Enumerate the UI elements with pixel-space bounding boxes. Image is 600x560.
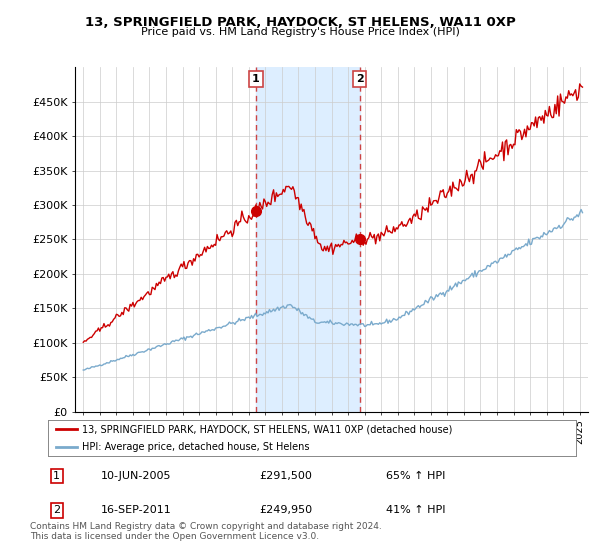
Text: 1: 1 bbox=[53, 471, 60, 481]
Text: £291,500: £291,500 bbox=[259, 471, 312, 481]
Bar bbox=[256, 67, 360, 412]
Text: Contains HM Land Registry data © Crown copyright and database right 2024.
This d: Contains HM Land Registry data © Crown c… bbox=[30, 522, 382, 542]
Text: HPI: Average price, detached house, St Helens: HPI: Average price, detached house, St H… bbox=[82, 442, 310, 452]
Text: 16-SEP-2011: 16-SEP-2011 bbox=[101, 505, 172, 515]
Text: 2: 2 bbox=[53, 505, 61, 515]
Text: 41% ↑ HPI: 41% ↑ HPI bbox=[386, 505, 445, 515]
Text: 13, SPRINGFIELD PARK, HAYDOCK, ST HELENS, WA11 0XP (detached house): 13, SPRINGFIELD PARK, HAYDOCK, ST HELENS… bbox=[82, 424, 452, 434]
Text: 10-JUN-2005: 10-JUN-2005 bbox=[101, 471, 172, 481]
Text: 1: 1 bbox=[252, 74, 260, 84]
Text: 2: 2 bbox=[356, 74, 364, 84]
Text: 65% ↑ HPI: 65% ↑ HPI bbox=[386, 471, 445, 481]
Text: Price paid vs. HM Land Registry's House Price Index (HPI): Price paid vs. HM Land Registry's House … bbox=[140, 27, 460, 37]
Text: 13, SPRINGFIELD PARK, HAYDOCK, ST HELENS, WA11 0XP: 13, SPRINGFIELD PARK, HAYDOCK, ST HELENS… bbox=[85, 16, 515, 29]
Text: £249,950: £249,950 bbox=[259, 505, 313, 515]
